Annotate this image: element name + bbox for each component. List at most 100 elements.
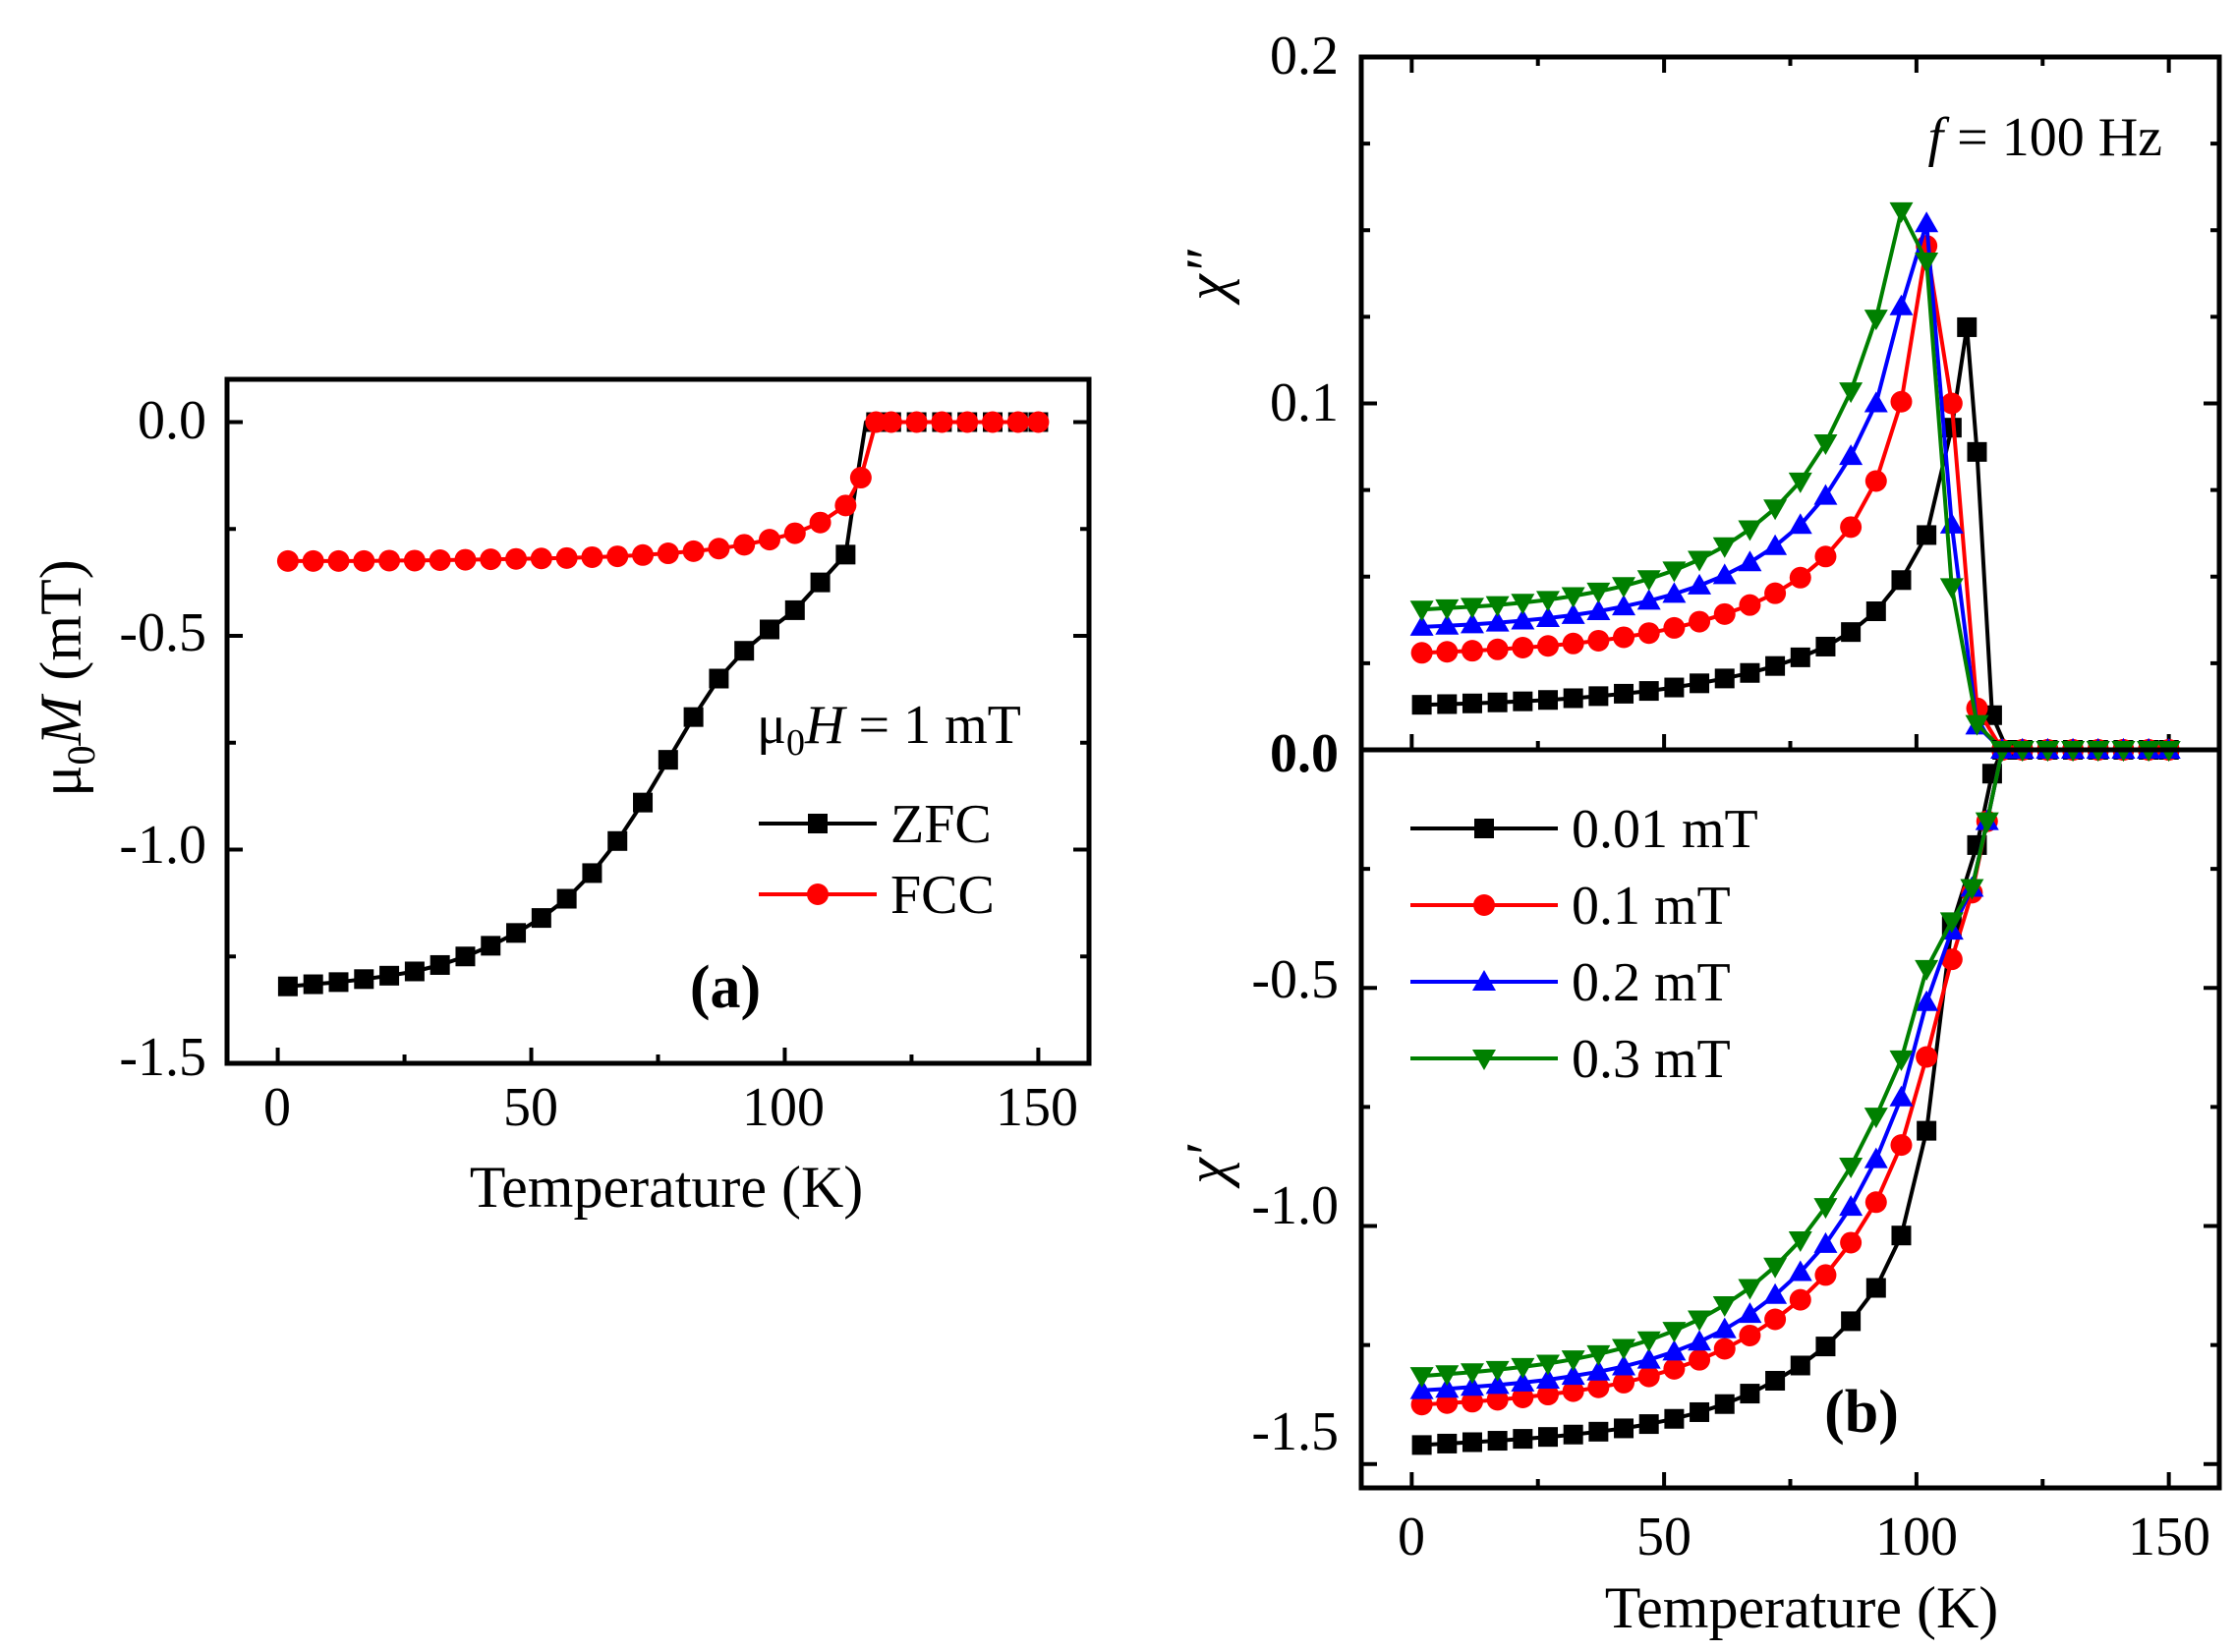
bt-series-0-3-mt-point bbox=[1688, 550, 1712, 572]
bt-series-0-3-mt-point bbox=[1460, 598, 1484, 619]
a-series-fcc-point bbox=[708, 538, 730, 560]
bb-series-0-2-mt-point bbox=[1612, 1354, 1636, 1376]
a-annotation-field: μ0H = 1 mT bbox=[757, 695, 1021, 764]
bb-series-0-2-mt-point bbox=[1586, 1359, 1611, 1381]
bb-series-0-2-mt-point bbox=[1763, 1282, 1788, 1304]
bb-series-0-2-mt-point bbox=[1688, 1330, 1712, 1351]
bt-series-0-3-mt-point bbox=[1561, 587, 1585, 608]
bb-series-0-01-mt-point bbox=[1740, 1384, 1760, 1404]
bt-series-0-01-mt-point bbox=[1437, 694, 1458, 714]
bt-series-0-3-mt-point bbox=[1788, 472, 1812, 493]
a-series-zfc-point bbox=[658, 750, 678, 770]
bb-series-0-3-mt-point bbox=[1586, 1344, 1611, 1366]
bb-series-0-01-mt-point bbox=[1917, 1120, 1937, 1141]
bt-series-0-1-mt-line bbox=[1421, 244, 2169, 752]
a-series-fcc-point bbox=[682, 540, 705, 562]
bt-series-0-01-mt-point bbox=[1740, 662, 1760, 683]
bb-series-0-1-mt-point bbox=[1864, 1191, 1887, 1214]
bb-legend-0-1-mt-marker bbox=[1473, 894, 1495, 916]
a-series-fcc-point bbox=[555, 546, 578, 569]
bb-xlabel: Temperature (K) bbox=[1605, 1575, 1999, 1640]
bt-series-0-3-mt-point bbox=[1738, 520, 1762, 541]
a-series-fcc-point bbox=[956, 411, 979, 433]
a-ytick-label--1.5: -1.5 bbox=[119, 1027, 206, 1088]
bt-series-0-3-mt-point bbox=[1813, 434, 1838, 456]
bb-ytick-label--1.5: -1.5 bbox=[1251, 1401, 1339, 1462]
bt-series-0-01-mt-point bbox=[1714, 668, 1735, 689]
bb-series-0-01-mt-point bbox=[1462, 1432, 1482, 1453]
bb-series-0-3-mt-point bbox=[1511, 1357, 1535, 1379]
bb-series-0-1-mt-point bbox=[1840, 1231, 1863, 1254]
bt-series-0-2-mt-point bbox=[1636, 589, 1661, 610]
bb-series-0-1-mt-point bbox=[1587, 1376, 1610, 1398]
bb-series-0-2-mt-point bbox=[1738, 1302, 1762, 1324]
a-series-fcc-point bbox=[632, 543, 655, 566]
bb-xtick-label-0: 0 bbox=[1398, 1507, 1425, 1567]
a-series-zfc-point bbox=[683, 707, 704, 727]
bb-series-0-3-mt-point bbox=[1460, 1363, 1484, 1385]
bb-series-0-3-mt-point bbox=[1712, 1295, 1737, 1317]
a-series-zfc-point bbox=[709, 668, 729, 689]
bb-series-0-01-mt-point bbox=[1841, 1311, 1862, 1332]
bt-series-0-01-mt-point bbox=[1941, 418, 1962, 438]
bt-series-0-3-mt-point bbox=[1662, 561, 1687, 583]
bb-series-0-1-mt-point bbox=[1764, 1308, 1787, 1331]
bt-series-0-01-mt-point bbox=[1917, 525, 1937, 545]
bb-series-0-2-mt-point bbox=[1813, 1231, 1838, 1253]
a-series-fcc-point bbox=[302, 549, 324, 572]
a-ytick-label-0.0: 0.0 bbox=[138, 390, 206, 451]
a-series-zfc-point bbox=[481, 936, 501, 956]
bb-series-0-01-mt-point bbox=[1614, 1418, 1634, 1439]
bb-series-0-3-mt-line bbox=[1421, 748, 2169, 1379]
bb-series-0-1-mt-point bbox=[1789, 1288, 1811, 1311]
bt-series-0-2-mt-point bbox=[1889, 294, 1914, 315]
bt-series-0-3-mt-point bbox=[1485, 596, 1510, 617]
a-series-fcc-point bbox=[581, 545, 603, 568]
a-xtick-label-150: 150 bbox=[996, 1077, 1078, 1138]
a-panel-label: (a) bbox=[690, 954, 761, 1021]
a-series-fcc-point bbox=[981, 411, 1003, 433]
bb-series-0-1-mt-point bbox=[1486, 1389, 1509, 1411]
bb-series-0-3-mt-point bbox=[1960, 879, 1984, 900]
bb-series-0-1-mt-point bbox=[1663, 1357, 1686, 1380]
bb-series-0-3-mt-point bbox=[1839, 1157, 1863, 1178]
a-xlabel: Temperature (K) bbox=[470, 1155, 864, 1220]
bb-xtick-label-50: 50 bbox=[1636, 1507, 1691, 1567]
bt-series-0-1-mt-point bbox=[1814, 545, 1837, 568]
bt-series-0-2-mt-point bbox=[1763, 534, 1788, 555]
bt-series-0-1-mt-point bbox=[1637, 622, 1660, 645]
bt-ytick-label-0.1: 0.1 bbox=[1270, 372, 1339, 433]
a-series-fcc-point bbox=[353, 549, 375, 572]
a-series-fcc-point bbox=[733, 534, 756, 556]
bb-series-0-2-mt-point bbox=[1636, 1347, 1661, 1369]
bt-series-0-01-mt-point bbox=[1513, 691, 1533, 712]
bt-series-0-01-mt-point bbox=[1790, 647, 1810, 667]
a-series-fcc-line bbox=[287, 420, 1039, 563]
bt-series-0-01-mt-point bbox=[1690, 673, 1710, 694]
bb-series-0-01-mt-point bbox=[1437, 1433, 1458, 1453]
bt-series-0-2-mt-point bbox=[1738, 550, 1762, 572]
bt-series-0-01-mt-point bbox=[1588, 686, 1609, 707]
a-series-zfc-point bbox=[531, 908, 551, 929]
a-series-fcc-point bbox=[849, 467, 872, 489]
bt-series-0-1-mt-point bbox=[1739, 594, 1761, 616]
bb-series-0-1-mt-point bbox=[1916, 1046, 1938, 1068]
bt-series-0-1-mt-point bbox=[1587, 629, 1610, 652]
bb-plot-frame bbox=[1358, 750, 2222, 1491]
bb-series-0-1-mt-point bbox=[1461, 1391, 1483, 1413]
bt-series-0-1-mt-point bbox=[1537, 635, 1560, 657]
bb-xtick-label-150: 150 bbox=[2128, 1507, 2210, 1567]
bt-series-0-3-mt-point bbox=[1409, 600, 1434, 622]
bb-series-0-01-mt-point bbox=[1765, 1370, 1786, 1391]
bt-series-0-3-mt-point bbox=[1712, 537, 1737, 558]
a-series-fcc-point bbox=[809, 511, 831, 534]
a-series-zfc-point bbox=[759, 619, 779, 640]
a-series-zfc-point bbox=[303, 974, 323, 995]
bt-series-0-01-mt-point bbox=[1563, 688, 1583, 709]
bb-series-0-3-mt-point bbox=[1889, 1050, 1914, 1071]
bb-legend-0-2-mt-marker bbox=[1472, 970, 1496, 991]
bb-series-0-3-mt-point bbox=[1612, 1339, 1636, 1360]
bt-series-0-01-mt-point bbox=[1815, 636, 1836, 656]
bt-ytick-label-0.0: 0.0 bbox=[1270, 723, 1339, 784]
bb-series-0-3-mt-point bbox=[1915, 959, 1939, 981]
